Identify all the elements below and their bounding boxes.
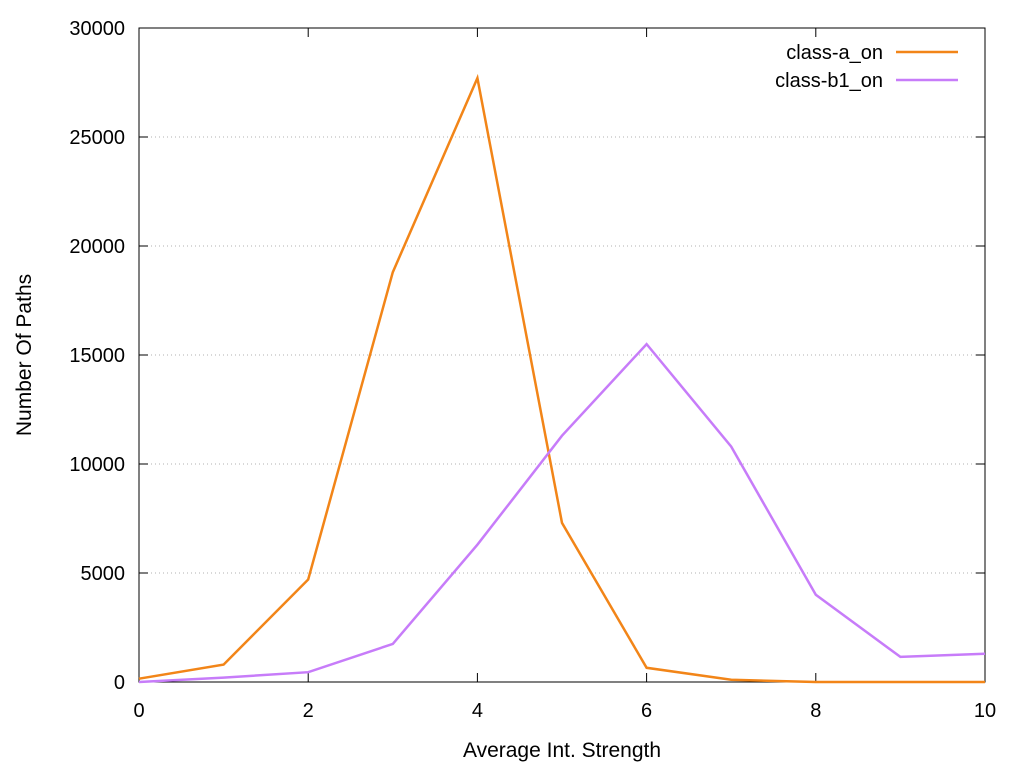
series <box>138 73 986 684</box>
y-tick-label: 5000 <box>81 563 126 585</box>
x-tick-label: 2 <box>303 700 314 722</box>
y-tick-label: 10000 <box>69 454 125 476</box>
series-line-class-b1_on <box>138 342 986 684</box>
x-tick-label: 4 <box>472 700 483 722</box>
x-tick-label: 0 <box>133 700 144 722</box>
legend-label: class-a_on <box>786 42 883 64</box>
x-tick-label: 10 <box>974 700 996 722</box>
ticks: 0 5000 10000 15000 20000 25000 30000 0 2 4 6 8 10 <box>69 18 996 722</box>
y-tick-label: 15000 <box>69 345 125 367</box>
x-tick-label: 6 <box>641 700 652 722</box>
grid <box>139 136 985 574</box>
series-line-class-a_on <box>138 73 985 684</box>
y-tick-label: 30000 <box>69 18 125 40</box>
y-axis-label: Number Of Paths <box>13 274 36 436</box>
x-axis-label: Average Int. Strength <box>463 739 661 762</box>
legend: class-a_on class-b1_on <box>775 42 958 92</box>
x-tick-label: 8 <box>810 700 821 722</box>
plot-frame <box>138 27 986 683</box>
y-tick-label: 20000 <box>69 236 125 258</box>
y-tick-label: 0 <box>114 672 125 694</box>
y-tick-label: 25000 <box>69 127 125 149</box>
legend-label: class-b1_on <box>775 70 883 92</box>
